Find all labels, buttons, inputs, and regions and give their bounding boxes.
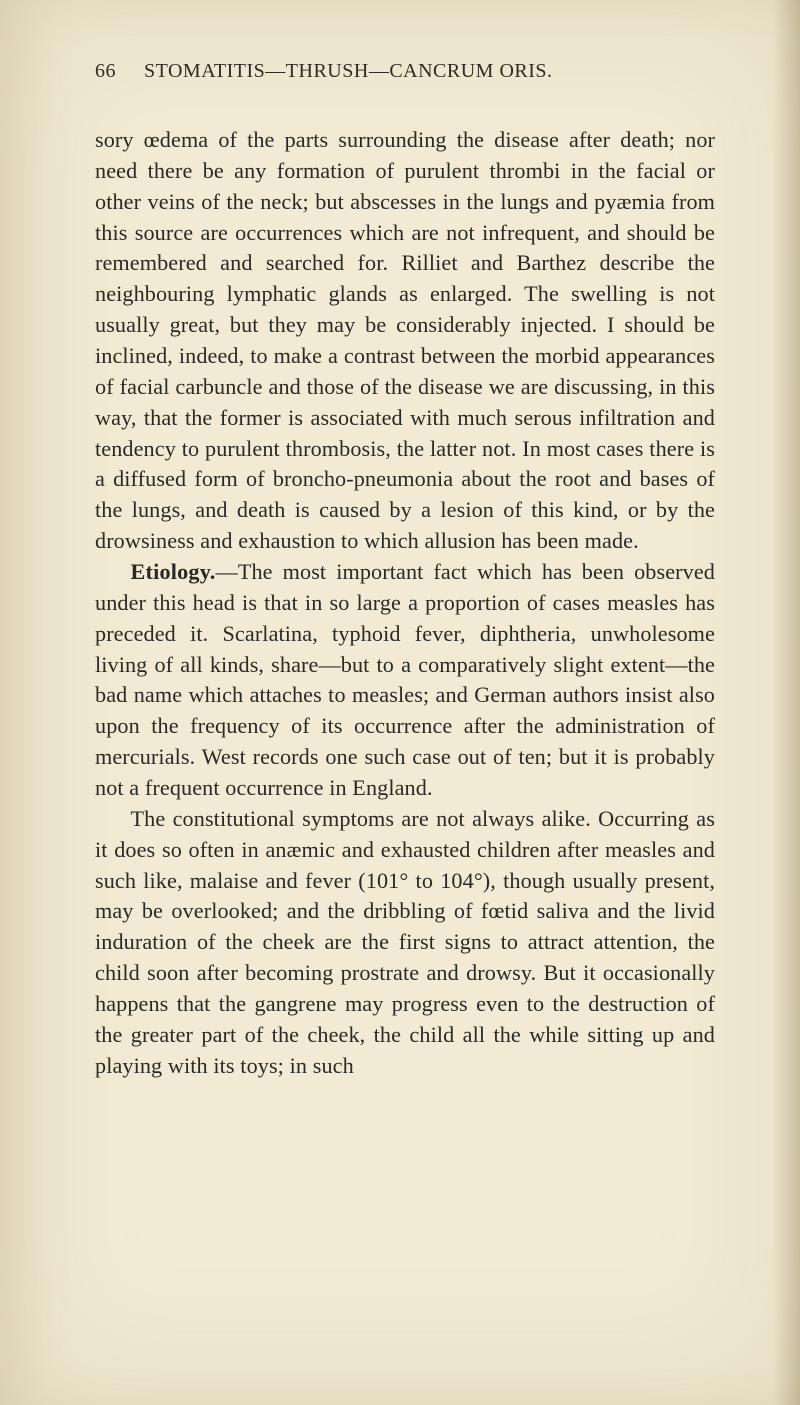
running-title: STOMATITIS—THRUSH—CANCRUM ORIS. — [144, 60, 553, 82]
paragraph-2-text: —The most important fact which has been … — [95, 559, 715, 800]
paragraph-1: sory œdema of the parts surrounding the … — [95, 125, 715, 557]
page-edge-shadow — [772, 0, 800, 1405]
paragraph-3: The constitutional symptoms are not alwa… — [95, 804, 715, 1082]
body-text: sory œdema of the parts surrounding the … — [95, 125, 715, 1082]
paragraph-2-etiology: Etiology.—The most important fact which … — [95, 557, 715, 804]
running-head: 66 STOMATITIS—THRUSH—CANCRUM ORIS. — [95, 60, 715, 83]
page-number: 66 — [95, 60, 116, 83]
section-heading-etiology: Etiology. — [131, 559, 216, 584]
page-content: 66 STOMATITIS—THRUSH—CANCRUM ORIS. sory œ… — [95, 60, 715, 1082]
